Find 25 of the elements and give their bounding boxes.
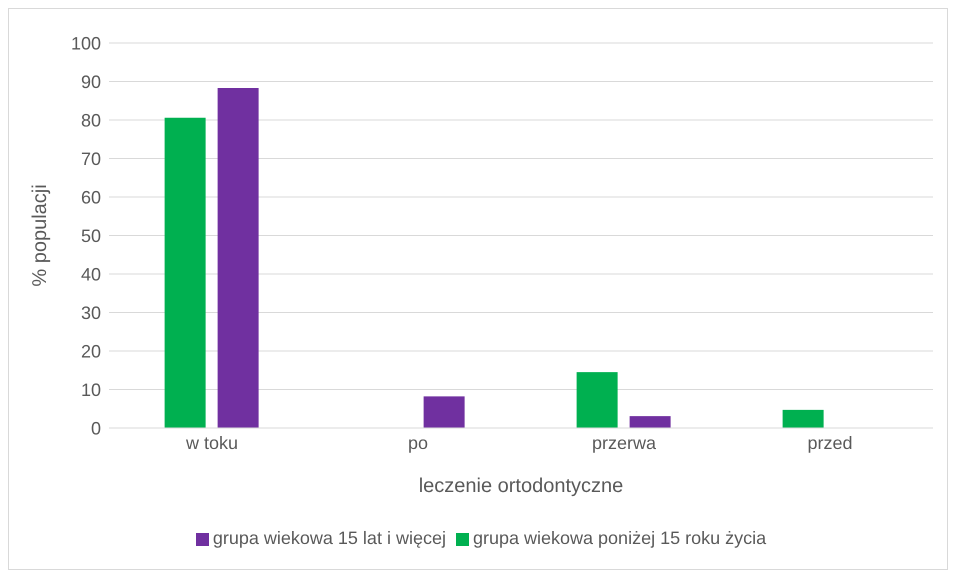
x-tick-label: w toku <box>184 432 238 453</box>
y-tick-label: 90 <box>80 72 101 92</box>
bar <box>218 88 259 428</box>
x-tick-label: przed <box>807 432 853 453</box>
bar <box>630 416 671 428</box>
y-axis-title: % populacji <box>29 184 52 287</box>
y-tick-label: 20 <box>80 341 101 362</box>
y-tick-label: 0 <box>90 418 101 438</box>
y-tick-label: 40 <box>80 264 101 284</box>
bar <box>164 118 206 428</box>
y-tick-label: 60 <box>80 187 101 208</box>
y-tick-label: 30 <box>80 302 101 323</box>
legend-label: grupa wiekowa 15 lat i więcej <box>212 528 446 548</box>
x-tick-label: przerwa <box>592 432 657 453</box>
y-tick-label: 50 <box>80 226 101 246</box>
y-tick-label: 10 <box>80 380 101 400</box>
x-tick-label: po <box>408 432 428 453</box>
bar <box>424 396 465 428</box>
y-tick-label: 80 <box>80 110 101 130</box>
bar <box>576 372 618 428</box>
bar <box>782 410 824 428</box>
legend-label: grupa wiekowa poniżej 15 roku życia <box>472 528 766 548</box>
x-axis-title: leczenie ortodontyczne <box>418 475 624 497</box>
y-tick-label: 70 <box>80 148 101 169</box>
y-tick-label: 100 <box>70 33 101 54</box>
